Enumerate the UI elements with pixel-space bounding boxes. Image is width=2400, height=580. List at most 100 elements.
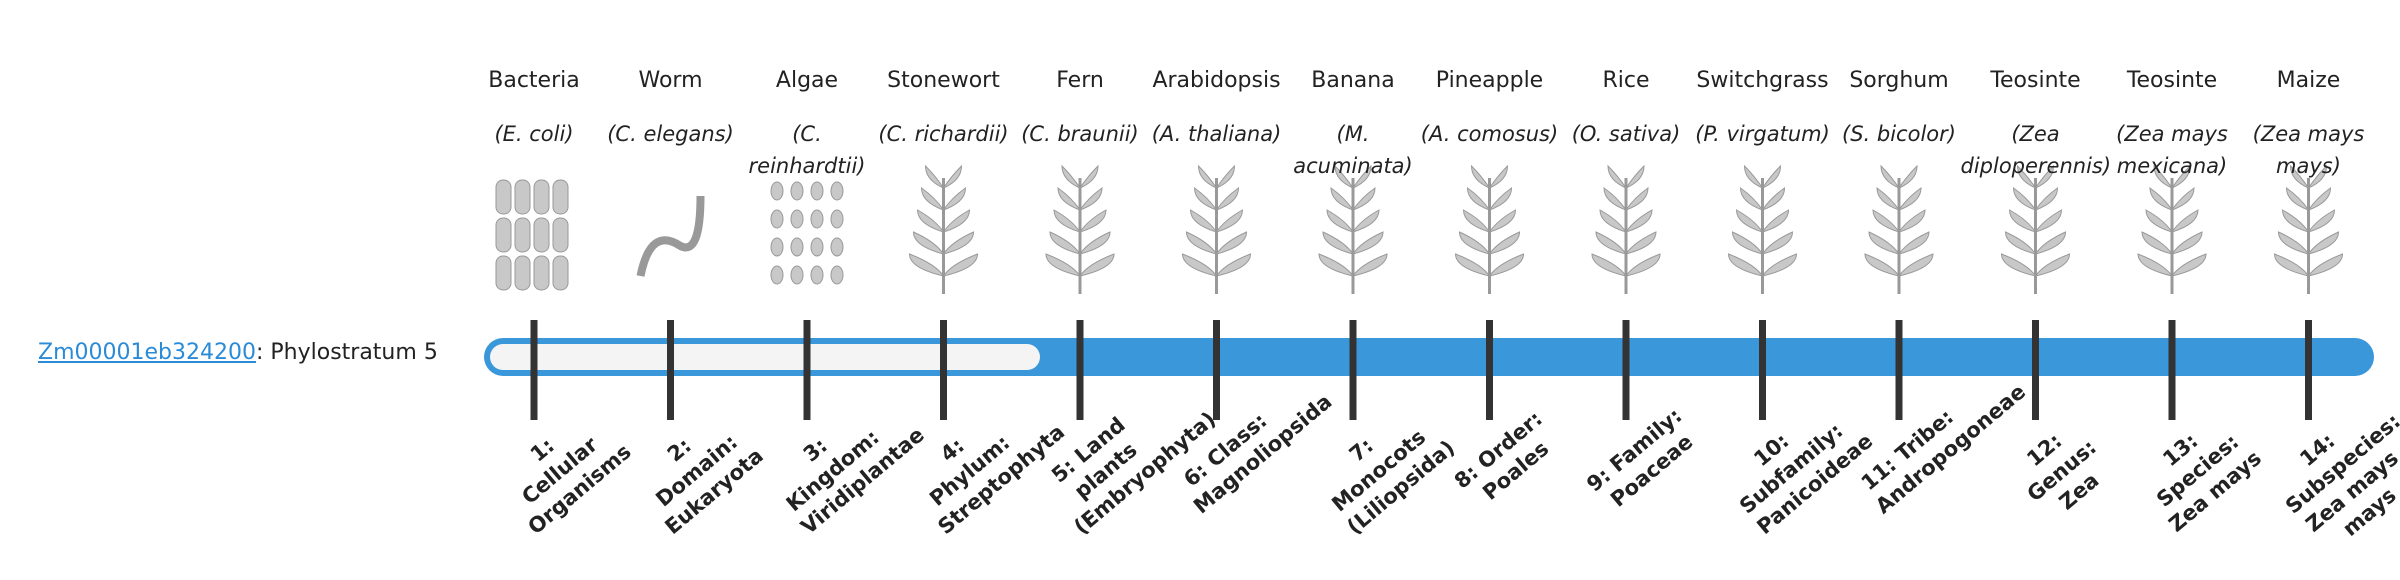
cell xyxy=(495,217,512,253)
leaf xyxy=(2000,253,2071,277)
leaf xyxy=(912,231,975,255)
organism-illustration xyxy=(1045,164,1115,294)
leaf xyxy=(2289,164,2328,189)
leaf xyxy=(1591,253,1661,277)
cell xyxy=(830,181,844,201)
organism-species: (C. reinhardtii) xyxy=(748,122,866,178)
cell xyxy=(552,179,569,215)
cell xyxy=(552,217,569,253)
organism-name: Maize xyxy=(2276,68,2341,93)
leaf xyxy=(1743,164,1782,189)
unreached-strata xyxy=(490,344,1040,370)
leaf xyxy=(2149,187,2195,211)
organism-illustration xyxy=(908,164,979,294)
leaf xyxy=(1466,187,1513,211)
organism-name: Sorghum xyxy=(1849,68,1949,93)
leaf xyxy=(1735,209,1790,233)
leaf xyxy=(1727,253,1798,277)
cell xyxy=(790,265,804,285)
leaf xyxy=(1045,253,1115,277)
cell xyxy=(770,181,784,201)
organism-name: Banana xyxy=(1311,68,1395,93)
cell xyxy=(514,255,531,291)
cell xyxy=(533,179,550,215)
cell xyxy=(790,181,804,201)
leaf xyxy=(1061,164,1099,189)
leaf xyxy=(2277,231,2340,255)
organism-species: (E. coli) xyxy=(494,122,574,146)
gene-label: Zm00001eb324200: Phylostratum 5 xyxy=(38,340,438,365)
cell xyxy=(830,237,844,257)
leaf xyxy=(2137,253,2207,277)
leaf xyxy=(1462,209,1517,233)
leaf xyxy=(1334,164,1372,189)
leaf xyxy=(2016,164,2055,189)
leaf xyxy=(916,209,971,233)
cell xyxy=(770,237,784,257)
leaf xyxy=(1599,209,1653,233)
organism-illustration xyxy=(770,181,844,285)
leaf xyxy=(1053,209,1107,233)
cell xyxy=(552,255,569,291)
organism-illustration xyxy=(1864,164,1934,294)
leaf xyxy=(1458,231,1521,255)
leaf xyxy=(1868,231,1930,255)
leaf xyxy=(1739,187,1786,211)
leaf xyxy=(1193,187,1240,211)
organism-species: (P. virgatum) xyxy=(1695,122,1830,146)
gene-stratum-number: 5 xyxy=(423,340,438,365)
leaf xyxy=(1057,187,1103,211)
organism-species: (C. braunii) xyxy=(1021,122,1139,146)
organism-illustration xyxy=(1318,164,1388,294)
cell xyxy=(830,265,844,285)
leaf xyxy=(1049,231,1111,255)
leaf xyxy=(2153,164,2191,189)
cell xyxy=(810,181,824,201)
cell xyxy=(495,255,512,291)
leaf xyxy=(1181,253,1252,277)
organism-species: (C. richardii) xyxy=(878,122,1009,146)
organism-name: Pineapple xyxy=(1435,68,1544,93)
gene-stratum-text: : Phylostratum xyxy=(255,340,417,365)
leaf xyxy=(2285,187,2332,211)
gene-link[interactable]: Zm00001eb324200 xyxy=(38,340,256,365)
organism-illustration xyxy=(1454,164,1525,294)
leaf xyxy=(2004,231,2067,255)
leaf xyxy=(1470,164,1509,189)
leaf xyxy=(1595,231,1657,255)
organism-name: Switchgrass xyxy=(1696,68,1829,93)
leaf xyxy=(2281,209,2336,233)
organism-illustration xyxy=(1591,164,1661,294)
leaf xyxy=(1454,253,1525,277)
leaf xyxy=(1876,187,1922,211)
cell xyxy=(770,265,784,285)
cell xyxy=(495,179,512,215)
organism-species: (O. sativa) xyxy=(1571,122,1681,146)
organism-species: (S. bicolor) xyxy=(1842,122,1956,146)
leaf xyxy=(924,164,963,189)
organism-name: Teosinte xyxy=(2126,68,2218,93)
organism-illustration xyxy=(1181,164,1252,294)
leaf xyxy=(1603,187,1649,211)
leaf xyxy=(1864,253,1934,277)
leaf xyxy=(1880,164,1918,189)
organism-illustration xyxy=(2273,164,2344,294)
cell xyxy=(514,217,531,253)
organism-illustration xyxy=(1727,164,1798,294)
leaf xyxy=(2012,187,2059,211)
leaf xyxy=(920,187,967,211)
leaf xyxy=(908,253,979,277)
cell xyxy=(770,209,784,229)
organism-name: Worm xyxy=(638,68,703,93)
organism-species: (Zea mays mays) xyxy=(2252,122,2365,178)
organism-illustration xyxy=(636,195,705,277)
leaf xyxy=(1189,209,1244,233)
organism-name: Rice xyxy=(1602,68,1650,93)
organism-name: Bacteria xyxy=(488,68,580,93)
leaf xyxy=(1322,231,1384,255)
organism-name: Algae xyxy=(775,68,839,93)
cell xyxy=(533,217,550,253)
worm xyxy=(636,195,705,277)
organism-species: (M. acuminata) xyxy=(1293,122,1413,178)
